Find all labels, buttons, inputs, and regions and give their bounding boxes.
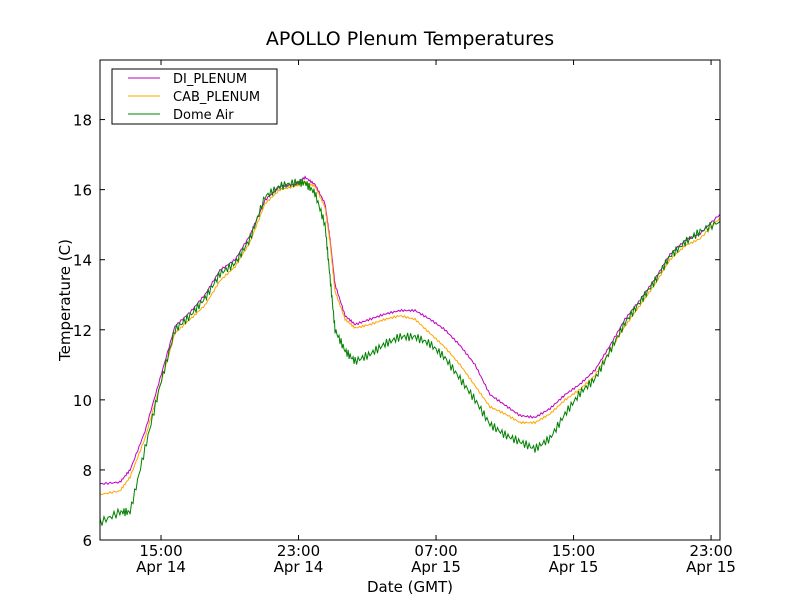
x-axis-label: Date (GMT) [367,578,453,596]
x-tick-time-label: 07:00 [414,542,457,560]
y-tick-label: 16 [73,182,92,200]
x-tick-date-label: Apr 14 [136,558,186,576]
x-tick-time-label: 23:00 [277,542,320,560]
x-tick-time-label: 15:00 [139,542,182,560]
plot-frame [99,59,721,541]
legend-label: Dome Air [173,108,234,123]
series-line-dome-air [99,178,721,526]
y-tick-label: 12 [73,322,92,340]
x-tick-date-label: Apr 14 [274,558,324,576]
legend: DI_PLENUM CAB_PLENUM Dome Air [111,68,278,125]
x-tick-time-label: 23:00 [689,542,732,560]
x-tick-date-label: Apr 15 [411,558,461,576]
chart-title: APOLLO Plenum Temperatures [266,28,554,50]
y-tick-label: 14 [73,252,92,270]
x-tick-date-label: Apr 15 [549,558,599,576]
series-line-di-plenum [99,175,721,486]
x-tick-date-label: Apr 15 [686,558,736,576]
y-axis-label: Temperature (C) [56,239,74,362]
y-tick-label: 6 [82,532,92,550]
series-layer [99,175,721,526]
y-tick-label: 18 [73,112,92,130]
y-tick-label: 8 [82,462,92,480]
y-tick-label: 10 [73,392,92,410]
legend-label: DI_PLENUM [173,72,247,87]
x-tick-time-label: 15:00 [552,542,595,560]
legend-label: CAB_PLENUM [173,90,260,105]
